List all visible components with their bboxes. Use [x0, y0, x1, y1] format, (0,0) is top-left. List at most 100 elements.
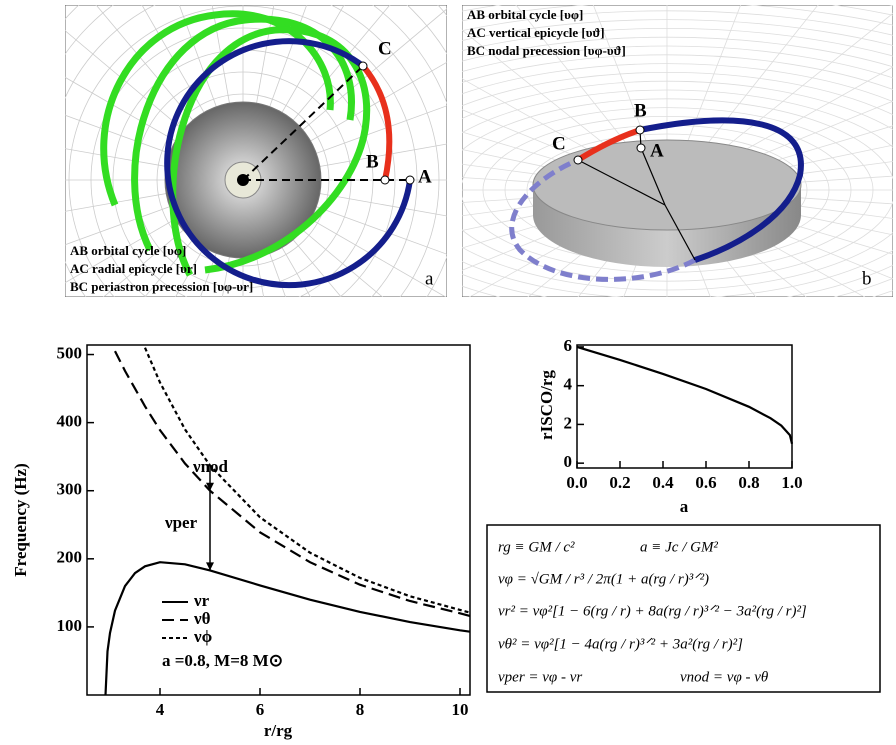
grid-line [727, 12, 893, 146]
grid-line [462, 29, 607, 146]
grid-line [462, 149, 548, 168]
caption: AB orbital cycle [υφ] [467, 7, 583, 22]
orbit-hidden [509, 157, 697, 282]
series-line [104, 561, 471, 696]
grid-line [794, 161, 893, 175]
formula: νnod = νφ - νθ [680, 669, 769, 685]
x-tick-label: 0.4 [652, 473, 674, 492]
y-tick-label: 400 [57, 412, 83, 431]
y-tick-label: 2 [564, 413, 573, 432]
orbit-bc [576, 127, 641, 163]
panel-letter: b [862, 268, 872, 289]
x-tick-label: 0.0 [566, 473, 587, 492]
grid-line [527, 234, 607, 297]
caption: BC nodal precession [υφ-υϑ] [467, 43, 626, 58]
grid-line [623, 239, 647, 297]
orbit-ab [639, 117, 804, 263]
grid-line [708, 5, 819, 143]
grid-line [577, 237, 626, 297]
y-axis-title: rISCO/rg [537, 370, 556, 440]
formula-box: rg ≡ GM / c² a ≡ Jc / GM² νφ = √GM / r³ … [486, 524, 881, 693]
x-axis-title: a [680, 497, 689, 516]
grid-line [462, 109, 573, 156]
grid-line [462, 212, 548, 231]
grid-line [462, 78, 589, 150]
formula: rg ≡ GM / c² [498, 539, 575, 555]
grid-line [468, 230, 589, 297]
annotation: a =0.8, M=8 M⊙ [162, 651, 283, 670]
grid-line [794, 205, 893, 219]
plot-frame [576, 344, 793, 469]
grid-line [761, 100, 893, 156]
y-tick-label: 300 [57, 480, 83, 499]
x-tick-label: 6 [256, 700, 265, 719]
y-tick-label: 0 [564, 452, 573, 471]
y-tick-label: 100 [57, 616, 83, 635]
plot-frame [86, 344, 471, 696]
point-label: C [378, 38, 392, 59]
grid-line [727, 234, 807, 297]
arrow-head [206, 482, 214, 491]
y-tick-label: 500 [57, 343, 83, 362]
point-label: B [366, 151, 379, 172]
formula: νφ = √GM / r³ / 2π(1 + a(rg / r)³ᐟ²) [498, 571, 709, 587]
formula: a ≡ Jc / GM² [640, 539, 718, 555]
grid-line [799, 175, 893, 183]
formula: νr² = νφ²[1 − 6(rg / r) + 8a(rg / r)³ᐟ² … [498, 603, 807, 619]
x-tick-label: 0.2 [609, 473, 630, 492]
grid-line [65, 5, 440, 297]
disk [532, 139, 802, 231]
grid-line [462, 163, 540, 175]
grid-line [745, 230, 866, 297]
panel-b: C B A AB orbital cycle [υφ] AC vertical … [462, 5, 893, 297]
point-label: B [634, 100, 647, 121]
grid-line [708, 237, 757, 297]
grid-line [687, 5, 742, 141]
y-tick-label: 4 [564, 375, 573, 394]
y-tick-label: 6 [564, 336, 573, 355]
x-tick-label: 1.0 [781, 473, 802, 492]
arrow-head [206, 562, 214, 571]
x-tick-label: 0.6 [695, 473, 716, 492]
legend-label: νθ [193, 609, 211, 628]
grid-line [462, 219, 559, 249]
grid-line [786, 212, 893, 236]
caption: BC periastron precession [υφ-υr] [70, 279, 253, 294]
series-line [576, 345, 794, 445]
grid-line [786, 144, 893, 168]
grid-line [462, 205, 540, 217]
orbit-bc [360, 64, 393, 181]
orbit-ab [164, 38, 413, 289]
point-label: A [650, 140, 664, 161]
grid-line [775, 125, 893, 161]
caption: AC radial epicycle [υr] [70, 261, 197, 276]
annotation: νper [164, 513, 198, 532]
legend-label: νr [193, 591, 210, 610]
point-label: C [552, 133, 566, 154]
x-axis-title: r/rg [264, 721, 293, 740]
formula: νθ² = νφ²[1 − 4a(rg / r)³ᐟ² + 3a²(rg / r… [498, 636, 743, 652]
x-tick-label: 0.8 [738, 473, 759, 492]
formula: νper = νφ - νr [498, 669, 582, 685]
legend-label: νϕ [193, 627, 212, 646]
panel-letter: a [425, 268, 434, 289]
grid-line [68, 5, 418, 297]
grid-line [799, 197, 893, 205]
rosette-orbit [100, 10, 371, 277]
series-line [114, 350, 471, 618]
grid-line [745, 66, 893, 150]
y-tick-label: 200 [57, 548, 83, 567]
grid-line [462, 131, 559, 161]
caption: AB orbital cycle [υφ] [70, 243, 186, 258]
x-tick-label: 10 [452, 700, 469, 719]
x-tick-label: 4 [156, 700, 165, 719]
point-label: A [418, 166, 432, 187]
grid-line [687, 239, 711, 297]
grid-line [775, 219, 893, 255]
grid-line [592, 5, 647, 141]
y-axis-title: Frequency (Hz) [11, 463, 30, 576]
grid-line [90, 27, 396, 297]
caption: AC vertical epicycle [υϑ] [467, 25, 605, 40]
series-line [143, 347, 471, 614]
